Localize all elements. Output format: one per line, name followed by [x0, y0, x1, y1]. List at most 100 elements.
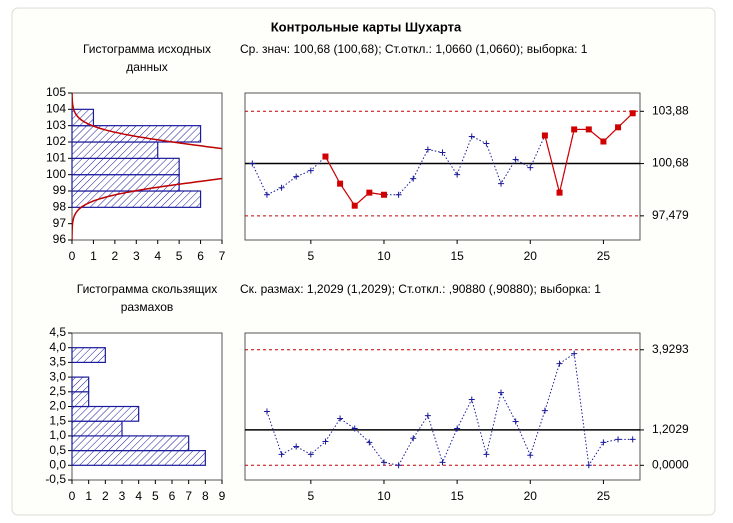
histogram-bar [71, 157, 180, 176]
flagged-point [571, 126, 578, 133]
data-point [556, 360, 563, 367]
data-point [424, 146, 431, 153]
x-tick-label: 7 [219, 249, 226, 263]
data-point [337, 415, 344, 422]
data-point [571, 350, 578, 357]
data-point [351, 425, 358, 432]
histogram-bar [71, 190, 202, 208]
chart-subtitle: Ск. размах: 1,2029 (1,2029); Ст.откл.: ,… [240, 282, 601, 296]
histogram-bar [71, 125, 202, 143]
x-tick-label: 20 [524, 249, 538, 263]
y-tick-label: -0,5 [45, 472, 66, 486]
y-tick-label: 102 [46, 134, 66, 148]
x-tick-label: 5 [176, 249, 183, 263]
y-tick-label: 4,5 [49, 325, 66, 339]
y-tick-label: 98 [53, 200, 67, 214]
x-tick-label: 9 [219, 489, 226, 503]
histogram-bar [71, 376, 90, 393]
y-tick-label: 1,5 [49, 413, 66, 427]
flagged-point [556, 189, 563, 196]
y-tick-label: 2,0 [49, 399, 66, 413]
flagged-segment [544, 135, 561, 193]
chart-subtitle: Ср. знач: 100,68 (100,68); Ст.откл.: 1,0… [240, 42, 588, 56]
data-point [424, 412, 431, 419]
histogram-title: Гистограмма исходных [83, 42, 211, 56]
x-tick-label: 6 [169, 489, 176, 503]
x-tick-label: 0 [69, 249, 76, 263]
histogram-bar [71, 450, 206, 466]
data-point [600, 439, 607, 446]
histogram-bar [71, 174, 180, 192]
flagged-point [615, 124, 622, 131]
flagged-point [380, 191, 387, 198]
y-tick-label: 0,5 [49, 443, 66, 457]
flagged-point [337, 180, 344, 187]
x-tick-label: 5 [307, 249, 314, 263]
x-tick-label: 1 [90, 249, 97, 263]
histogram-bar [71, 435, 190, 452]
y-tick-label: 97 [53, 216, 67, 230]
x-tick-label: 10 [377, 249, 391, 263]
flagged-point [541, 132, 548, 139]
flagged-segment [324, 156, 341, 184]
data-point [322, 438, 329, 445]
data-line [266, 352, 633, 467]
x-tick-label: 25 [597, 249, 611, 263]
data-point [615, 436, 622, 443]
control-label: 100,68 [652, 156, 689, 170]
flagged-point [366, 189, 373, 196]
data-point [483, 140, 490, 147]
histogram-title: Гистограмма скользящих [77, 282, 217, 296]
x-tick-label: 5 [152, 489, 159, 503]
histogram-title: данных [126, 60, 168, 74]
data-point [512, 156, 519, 163]
y-tick-label: 104 [46, 102, 66, 116]
data-point [468, 133, 475, 140]
flagged-segment [339, 183, 356, 207]
y-tick-label: 103 [46, 118, 66, 132]
y-tick-label: 2,5 [49, 384, 66, 398]
y-tick-label: 101 [46, 151, 66, 165]
data-point [293, 173, 300, 180]
data-point [278, 451, 285, 458]
x-tick-label: 3 [119, 489, 126, 503]
flagged-point [322, 153, 329, 160]
histogram-bar [71, 108, 95, 127]
x-tick-label: 2 [102, 489, 109, 503]
y-tick-label: 100 [46, 167, 66, 181]
data-point [395, 462, 402, 469]
data-point [454, 425, 461, 432]
x-tick-label: 4 [154, 249, 161, 263]
x-tick-label: 0 [69, 489, 76, 503]
x-tick-label: 5 [307, 489, 314, 503]
data-point [307, 451, 314, 458]
data-point [410, 175, 417, 182]
y-tick-label: 4,0 [49, 340, 66, 354]
x-tick-label: 1 [85, 489, 92, 503]
flagged-point [600, 138, 607, 145]
x-tick-label: 4 [135, 489, 142, 503]
x-tick-label: 20 [524, 489, 538, 503]
data-point [366, 439, 373, 446]
flagged-point [629, 110, 636, 117]
control-label: 97,479 [652, 208, 689, 222]
data-point [249, 160, 256, 167]
data-point [380, 459, 387, 466]
histogram-bar [71, 420, 123, 437]
data-point [278, 184, 285, 191]
data-point [468, 396, 475, 403]
x-tick-label: 3 [133, 249, 140, 263]
x-tick-label: 7 [185, 489, 192, 503]
data-point [263, 191, 270, 198]
data-point [541, 407, 548, 414]
data-point [527, 452, 534, 459]
data-point [629, 436, 636, 443]
y-tick-label: 99 [53, 183, 67, 197]
data-point [585, 462, 592, 469]
y-tick-label: 105 [46, 85, 66, 99]
data-point [498, 180, 505, 187]
data-point [410, 435, 417, 442]
histogram-bar [71, 405, 140, 422]
histogram-bar [71, 347, 106, 364]
